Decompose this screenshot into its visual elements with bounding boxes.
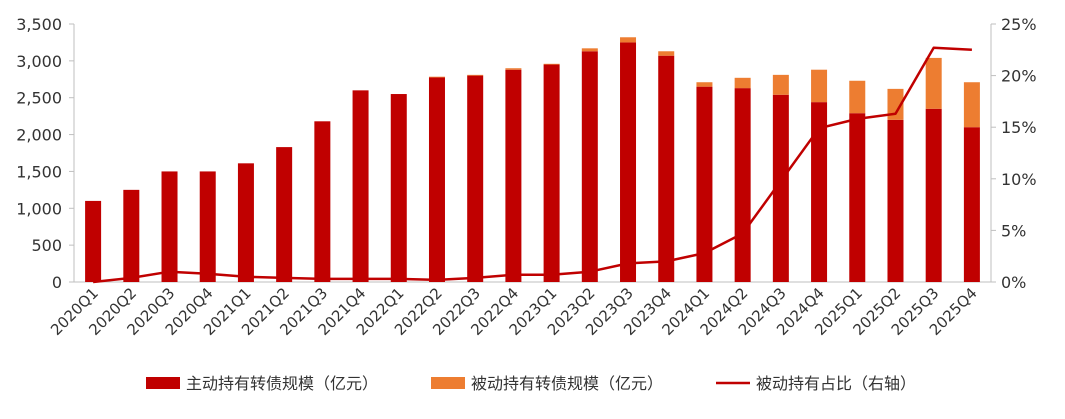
bar-passive xyxy=(543,63,560,65)
bar-active xyxy=(734,88,751,282)
bar-active xyxy=(505,69,522,283)
y-tick-label-right: 25% xyxy=(1001,15,1037,34)
bar-active xyxy=(352,90,369,282)
bar-passive xyxy=(467,74,484,76)
bar-passive xyxy=(925,57,942,109)
y-tick-label-left: 3,000 xyxy=(16,52,62,71)
bar-active xyxy=(696,86,713,283)
bar-active xyxy=(276,147,293,282)
y-tick-label-left: 1,500 xyxy=(16,162,62,181)
bar-active xyxy=(314,121,331,282)
legend-swatch-passive xyxy=(431,377,465,389)
legend-swatch-active xyxy=(146,377,180,389)
y-tick-label-left: 3,500 xyxy=(16,15,62,34)
bar-active xyxy=(811,102,828,282)
bar-active xyxy=(963,127,980,282)
bar-active xyxy=(161,171,178,282)
bar-active xyxy=(467,75,484,282)
y-tick-label-left: 2,500 xyxy=(16,89,62,108)
bar-passive xyxy=(887,88,904,120)
bar-active xyxy=(772,94,789,282)
bar-active xyxy=(887,119,904,282)
bar-active xyxy=(849,113,866,283)
y-tick-label-left: 2,000 xyxy=(16,126,62,145)
legend-label: 被动持有转债规模（亿元） xyxy=(471,374,663,393)
legend-label: 主动持有转债规模（亿元） xyxy=(186,374,378,393)
bar-passive xyxy=(428,76,445,78)
y-tick-label-left: 1,000 xyxy=(16,199,62,218)
bar-active xyxy=(428,77,445,282)
bar-active xyxy=(543,64,560,283)
bar-active xyxy=(199,171,216,282)
bar-passive xyxy=(696,82,713,87)
bar-passive xyxy=(620,37,637,43)
bar-active xyxy=(123,189,140,282)
bar-passive xyxy=(849,80,866,114)
bar-active xyxy=(390,94,407,283)
y-tick-label-right: 0% xyxy=(1001,273,1026,292)
bar-active xyxy=(237,163,254,282)
bar-active xyxy=(581,51,598,282)
y-tick-label-right: 15% xyxy=(1001,118,1037,137)
bar-active xyxy=(85,200,102,282)
bar-passive xyxy=(658,51,675,56)
bar-passive xyxy=(963,82,980,128)
bar-passive xyxy=(581,48,598,52)
y-tick-label-left: 0 xyxy=(52,273,62,292)
bar-active xyxy=(925,108,942,283)
bar-passive xyxy=(772,74,789,95)
y-tick-label-right: 10% xyxy=(1001,170,1037,189)
bar-active xyxy=(658,55,675,282)
y-tick-label-left: 500 xyxy=(31,236,62,255)
bar-active xyxy=(620,42,637,282)
line-passive-share xyxy=(92,46,972,284)
y-tick-label-right: 20% xyxy=(1001,67,1037,86)
bar-passive xyxy=(505,68,522,70)
bar-passive xyxy=(811,69,828,103)
legend-label: 被动持有占比（右轴） xyxy=(756,374,916,393)
y-tick-label-right: 5% xyxy=(1001,221,1026,240)
bar-passive xyxy=(734,77,751,89)
